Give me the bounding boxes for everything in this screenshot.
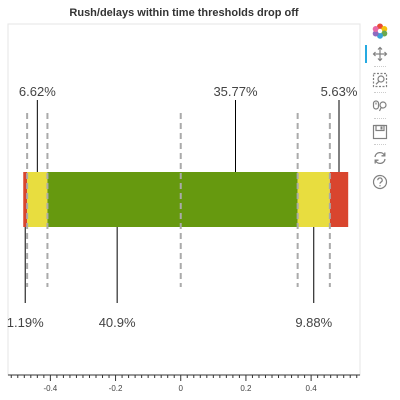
save-tool-icon[interactable] xyxy=(368,121,392,143)
chart-plot[interactable]: 6.62% 35.77% 5.63% 1.19% 40.9% 9.88% -0.4 -0.2 0… xyxy=(0,0,366,400)
help-tool-icon[interactable] xyxy=(368,171,392,193)
toolbar-separator xyxy=(374,92,386,93)
x-tick-label-2: 0 xyxy=(179,384,184,393)
x-tick-label-3: 0.2 xyxy=(240,384,252,393)
annotation-bottom-label-2: 9.88% xyxy=(295,315,332,330)
wheel-zoom-tool-icon[interactable] xyxy=(368,95,392,117)
toolbar-separator xyxy=(374,66,386,67)
annotation-top-label-1: 35.77% xyxy=(213,84,258,99)
annotation-top-label-2: 5.63% xyxy=(321,84,358,99)
bar-segment-3 xyxy=(297,172,330,227)
toolbar-separator xyxy=(374,144,386,145)
bar-segment-2 xyxy=(47,172,298,227)
x-tick-label-1: -0.2 xyxy=(109,384,123,393)
bar-segment-1 xyxy=(27,172,48,227)
annotation-top-label-0: 6.62% xyxy=(19,84,56,99)
reset-tool-icon[interactable] xyxy=(368,147,392,169)
x-tick-label-0: -0.4 xyxy=(43,384,57,393)
chart-title: Rush/delays within time thresholds drop … xyxy=(69,7,299,19)
box-zoom-tool-icon[interactable] xyxy=(368,69,392,91)
bar-segment-0 xyxy=(23,172,28,227)
bokeh-logo-icon[interactable] xyxy=(368,20,392,42)
annotation-bottom-label-0: 1.19% xyxy=(7,315,44,330)
x-tick-label-4: 0.4 xyxy=(306,384,318,393)
toolbar-separator xyxy=(374,118,386,119)
bar-segment-4 xyxy=(329,172,349,227)
pan-tool-icon[interactable] xyxy=(365,43,392,65)
annotation-bottom-label-1: 40.9% xyxy=(99,315,136,330)
